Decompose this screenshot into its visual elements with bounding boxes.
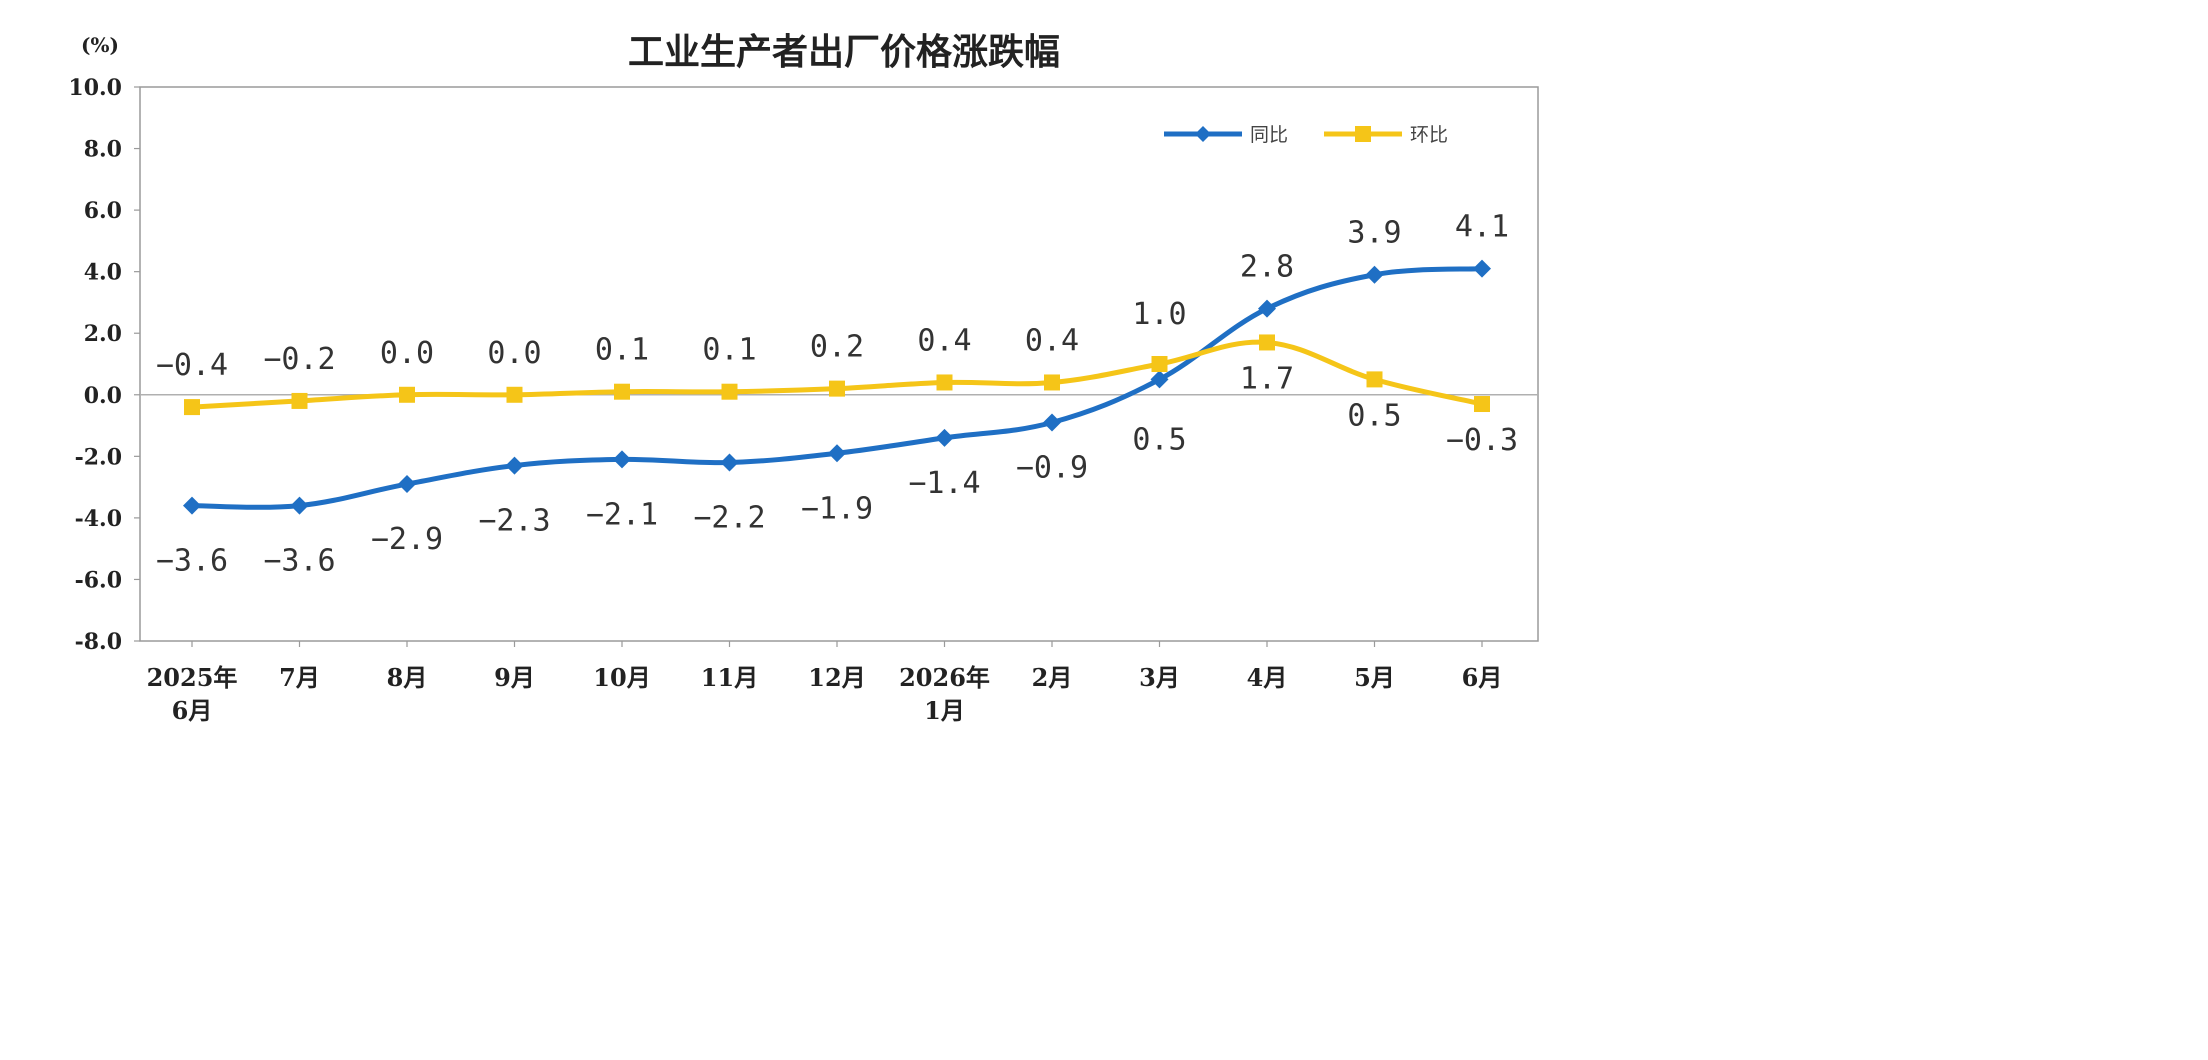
point-marker — [506, 386, 523, 403]
point-marker — [1474, 396, 1490, 413]
y-tick-label: 8.0 — [84, 137, 122, 163]
data-label-mom: 0.4 — [1025, 323, 1079, 358]
data-label-yoy: −2.3 — [478, 504, 550, 539]
y-tick-label: -4.0 — [75, 506, 122, 532]
point-marker — [1258, 299, 1276, 318]
y-tick-label: -2.0 — [75, 444, 122, 470]
y-axis: 10.0 8.0 6.0 4.0 2.0 0.0 -2.0 -4.0 -6.0 -8.0 — [68, 75, 140, 655]
data-label-mom: 0.5 — [1347, 398, 1401, 433]
data-label-mom: 0.0 — [380, 336, 434, 371]
x-tick-label: 9月 — [494, 663, 535, 692]
data-label-mom: 0.2 — [810, 330, 864, 365]
point-marker — [614, 383, 630, 400]
x-tick-label: 8月 — [387, 663, 428, 692]
point-marker — [1150, 370, 1169, 389]
data-label-mom: −0.3 — [1446, 423, 1518, 458]
x-tick-label: 3月 — [1139, 663, 1180, 692]
point-marker — [291, 392, 308, 409]
legend-marker — [1195, 126, 1211, 142]
data-label-mom: 1.7 — [1240, 361, 1294, 396]
x-tick-label: 12月 — [808, 663, 865, 692]
point-marker — [935, 428, 954, 447]
point-marker — [829, 380, 845, 397]
legend-label: 同比 — [1250, 124, 1288, 146]
point-marker — [290, 496, 309, 515]
x-tick-label: 10月 — [593, 663, 650, 692]
y-tick-label: 2.0 — [84, 321, 122, 347]
point-marker — [1366, 371, 1383, 388]
series-group — [183, 259, 1491, 515]
point-marker — [613, 450, 631, 469]
y-tick-label: 4.0 — [84, 260, 122, 286]
y-tick-label: -8.0 — [75, 629, 122, 655]
chart-svg: 工业生产者出厂价格涨跌幅 (%) 10.0 8.0 6.0 4.0 2.0 0.0 -2.0… — [68, 32, 1539, 725]
x-axis: 2025年 6月 7月 8月 9月 10月 11月 12月 2026年 1月 2月 3月 4月 5月 6月 — [147, 641, 1503, 725]
point-marker — [1151, 356, 1168, 372]
legend-marker — [1355, 126, 1371, 142]
chart-title: 工业生产者出厂价格涨跌幅 — [628, 32, 1060, 73]
point-marker — [505, 456, 524, 475]
x-tick-label: 2026年 — [899, 663, 990, 692]
legend-label: 环比 — [1410, 124, 1448, 146]
data-label-yoy: 3.9 — [1347, 216, 1401, 251]
data-label-yoy: −2.1 — [586, 497, 658, 532]
data-label-yoy: −2.2 — [693, 500, 765, 535]
point-marker — [1259, 334, 1275, 351]
chart: 工业生产者出厂价格涨跌幅 (%) 10.0 8.0 6.0 4.0 2.0 0.0 -2.0… — [68, 32, 1539, 725]
point-marker — [936, 374, 953, 391]
y-tick-label: 6.0 — [84, 198, 122, 224]
legend: 同比 环比 — [1164, 124, 1448, 146]
data-label-yoy: 0.5 — [1132, 422, 1186, 457]
x-tick-label: 5月 — [1354, 663, 1395, 692]
point-marker — [399, 386, 415, 403]
point-marker — [1044, 374, 1060, 391]
plot-area — [139, 86, 1539, 642]
data-label-yoy: −0.9 — [1016, 450, 1088, 485]
y-tick-label: 10.0 — [68, 75, 122, 101]
point-marker — [183, 496, 201, 515]
point-marker — [721, 383, 738, 400]
y-axis-unit: (%) — [81, 33, 119, 57]
data-label-mom: 0.0 — [487, 336, 541, 371]
x-tick-label: 2月 — [1032, 663, 1073, 692]
data-label-mom: −0.4 — [156, 348, 228, 383]
x-tick-label: 1月 — [924, 696, 965, 725]
data-label-yoy: −1.4 — [908, 466, 980, 501]
point-marker — [184, 399, 200, 416]
point-marker — [828, 444, 846, 463]
point-marker — [1043, 413, 1061, 432]
point-marker — [1365, 265, 1384, 284]
x-tick-label: 7月 — [279, 663, 320, 692]
point-marker — [720, 453, 739, 472]
data-labels: −3.6 −3.6 −2.9 −2.3 −2.1 −2.2 −1.9 −1.4 −0.9 0.5 2… — [156, 210, 1518, 579]
data-label-yoy: −3.6 — [263, 544, 335, 579]
point-marker — [1473, 259, 1491, 278]
data-label-yoy: 4.1 — [1455, 210, 1509, 245]
y-tick-label: -6.0 — [75, 567, 122, 593]
data-label-mom: 0.1 — [595, 333, 649, 368]
data-label-mom: 0.1 — [702, 333, 756, 368]
x-tick-label: 11月 — [701, 663, 758, 692]
data-label-yoy: 2.8 — [1240, 250, 1294, 285]
data-label-mom: 1.0 — [1132, 297, 1186, 332]
data-label-mom: 0.4 — [917, 323, 971, 358]
point-marker — [398, 475, 416, 494]
x-tick-label: 2025年 — [147, 663, 238, 692]
x-tick-label: 6月 — [172, 696, 213, 725]
data-label-yoy: −1.9 — [801, 491, 873, 526]
y-tick-label: 0.0 — [84, 383, 122, 409]
x-tick-label: 4月 — [1247, 663, 1288, 692]
data-label-mom: −0.2 — [263, 342, 335, 377]
data-label-yoy: −2.9 — [371, 522, 443, 557]
data-label-yoy: −3.6 — [156, 544, 228, 579]
x-tick-label: 6月 — [1462, 663, 1503, 692]
